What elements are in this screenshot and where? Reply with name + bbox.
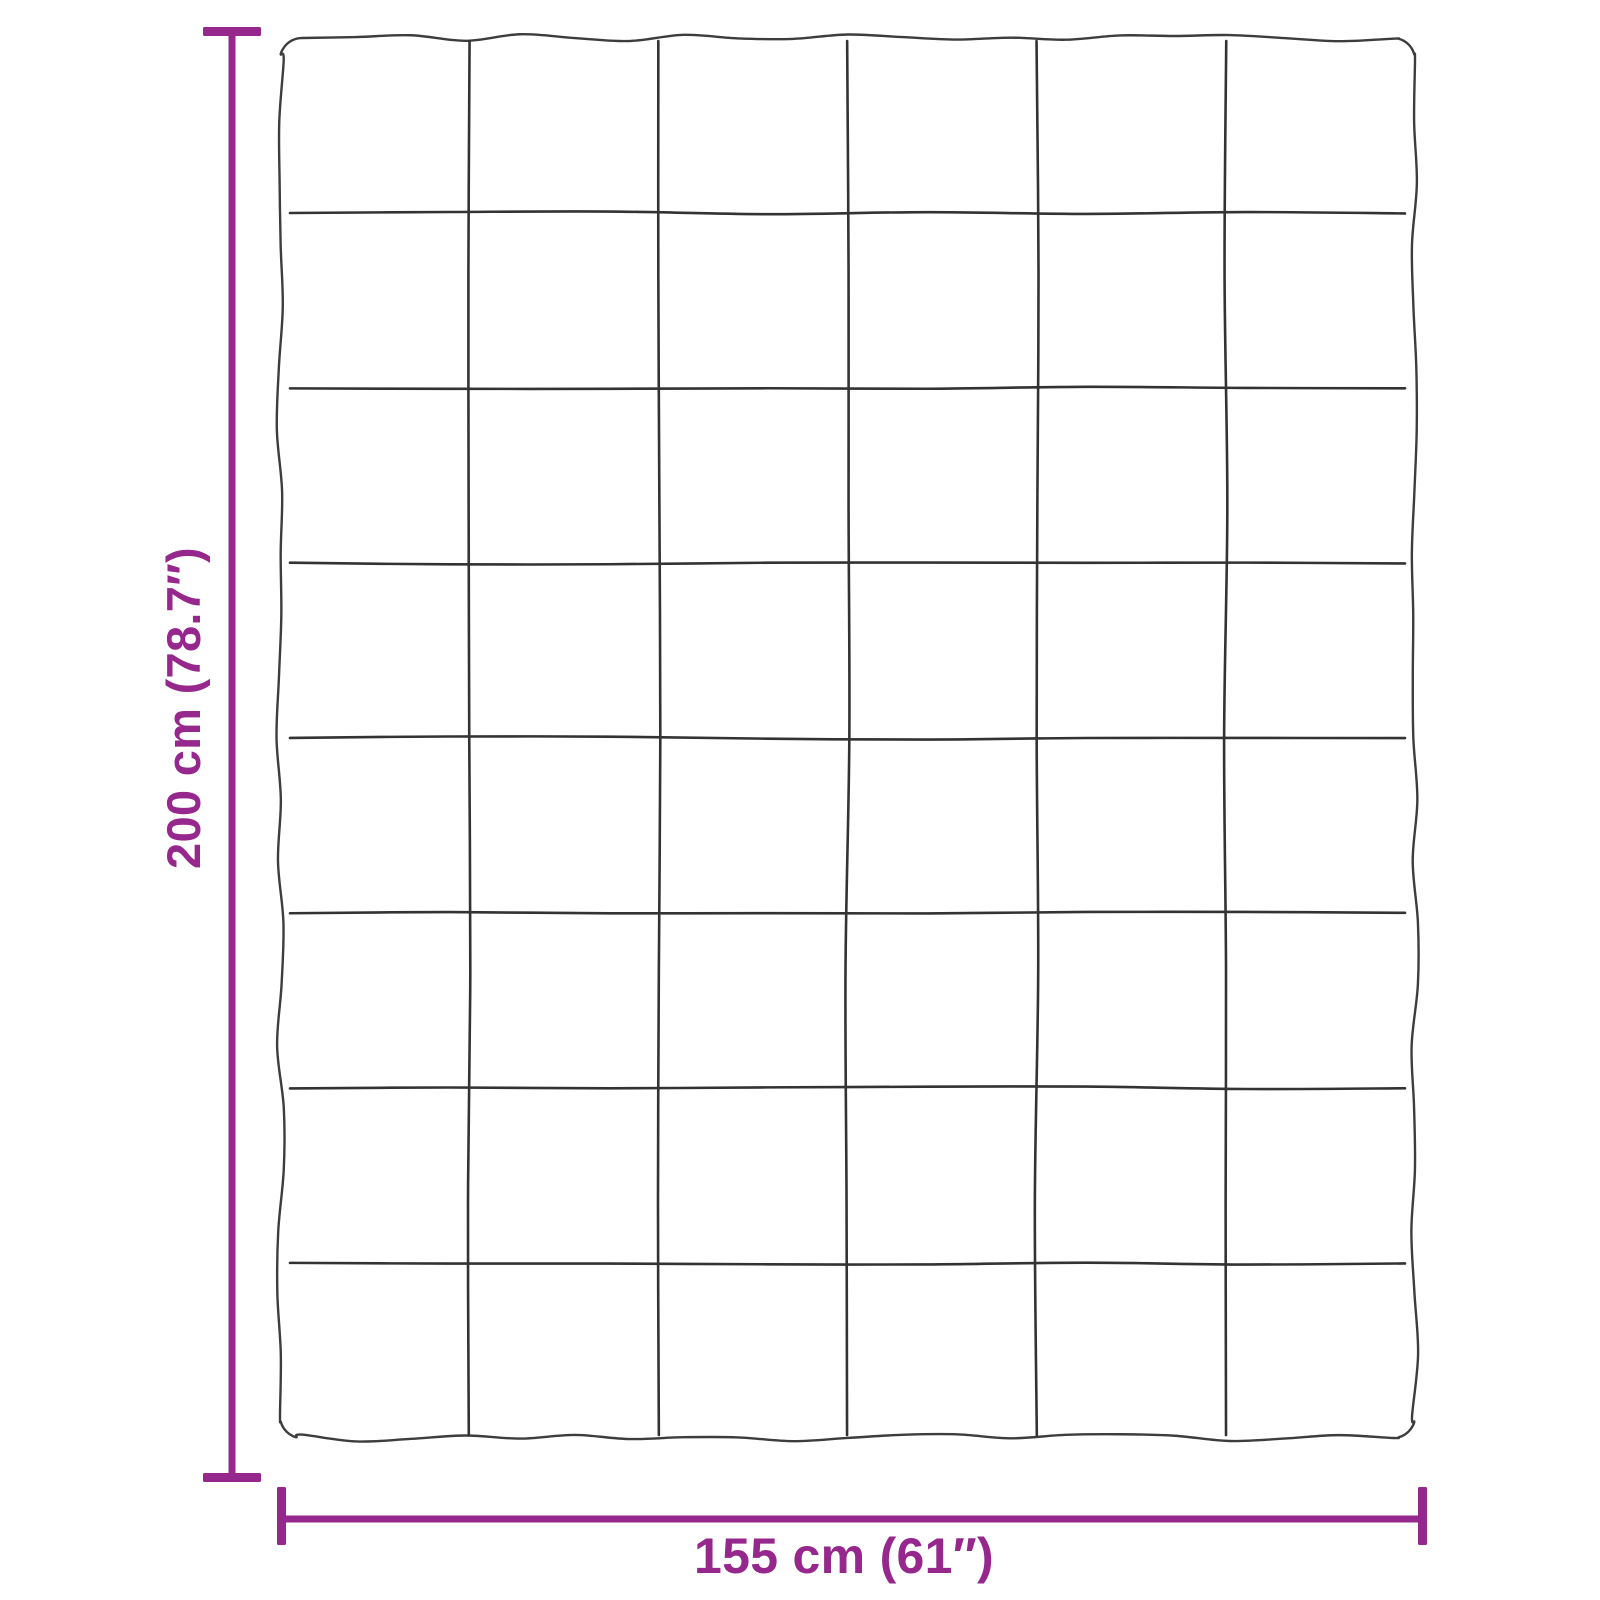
svg-text:155 cm (61″): 155 cm (61″) xyxy=(694,1528,994,1584)
svg-text:200 cm (78.7″): 200 cm (78.7″) xyxy=(157,547,210,869)
